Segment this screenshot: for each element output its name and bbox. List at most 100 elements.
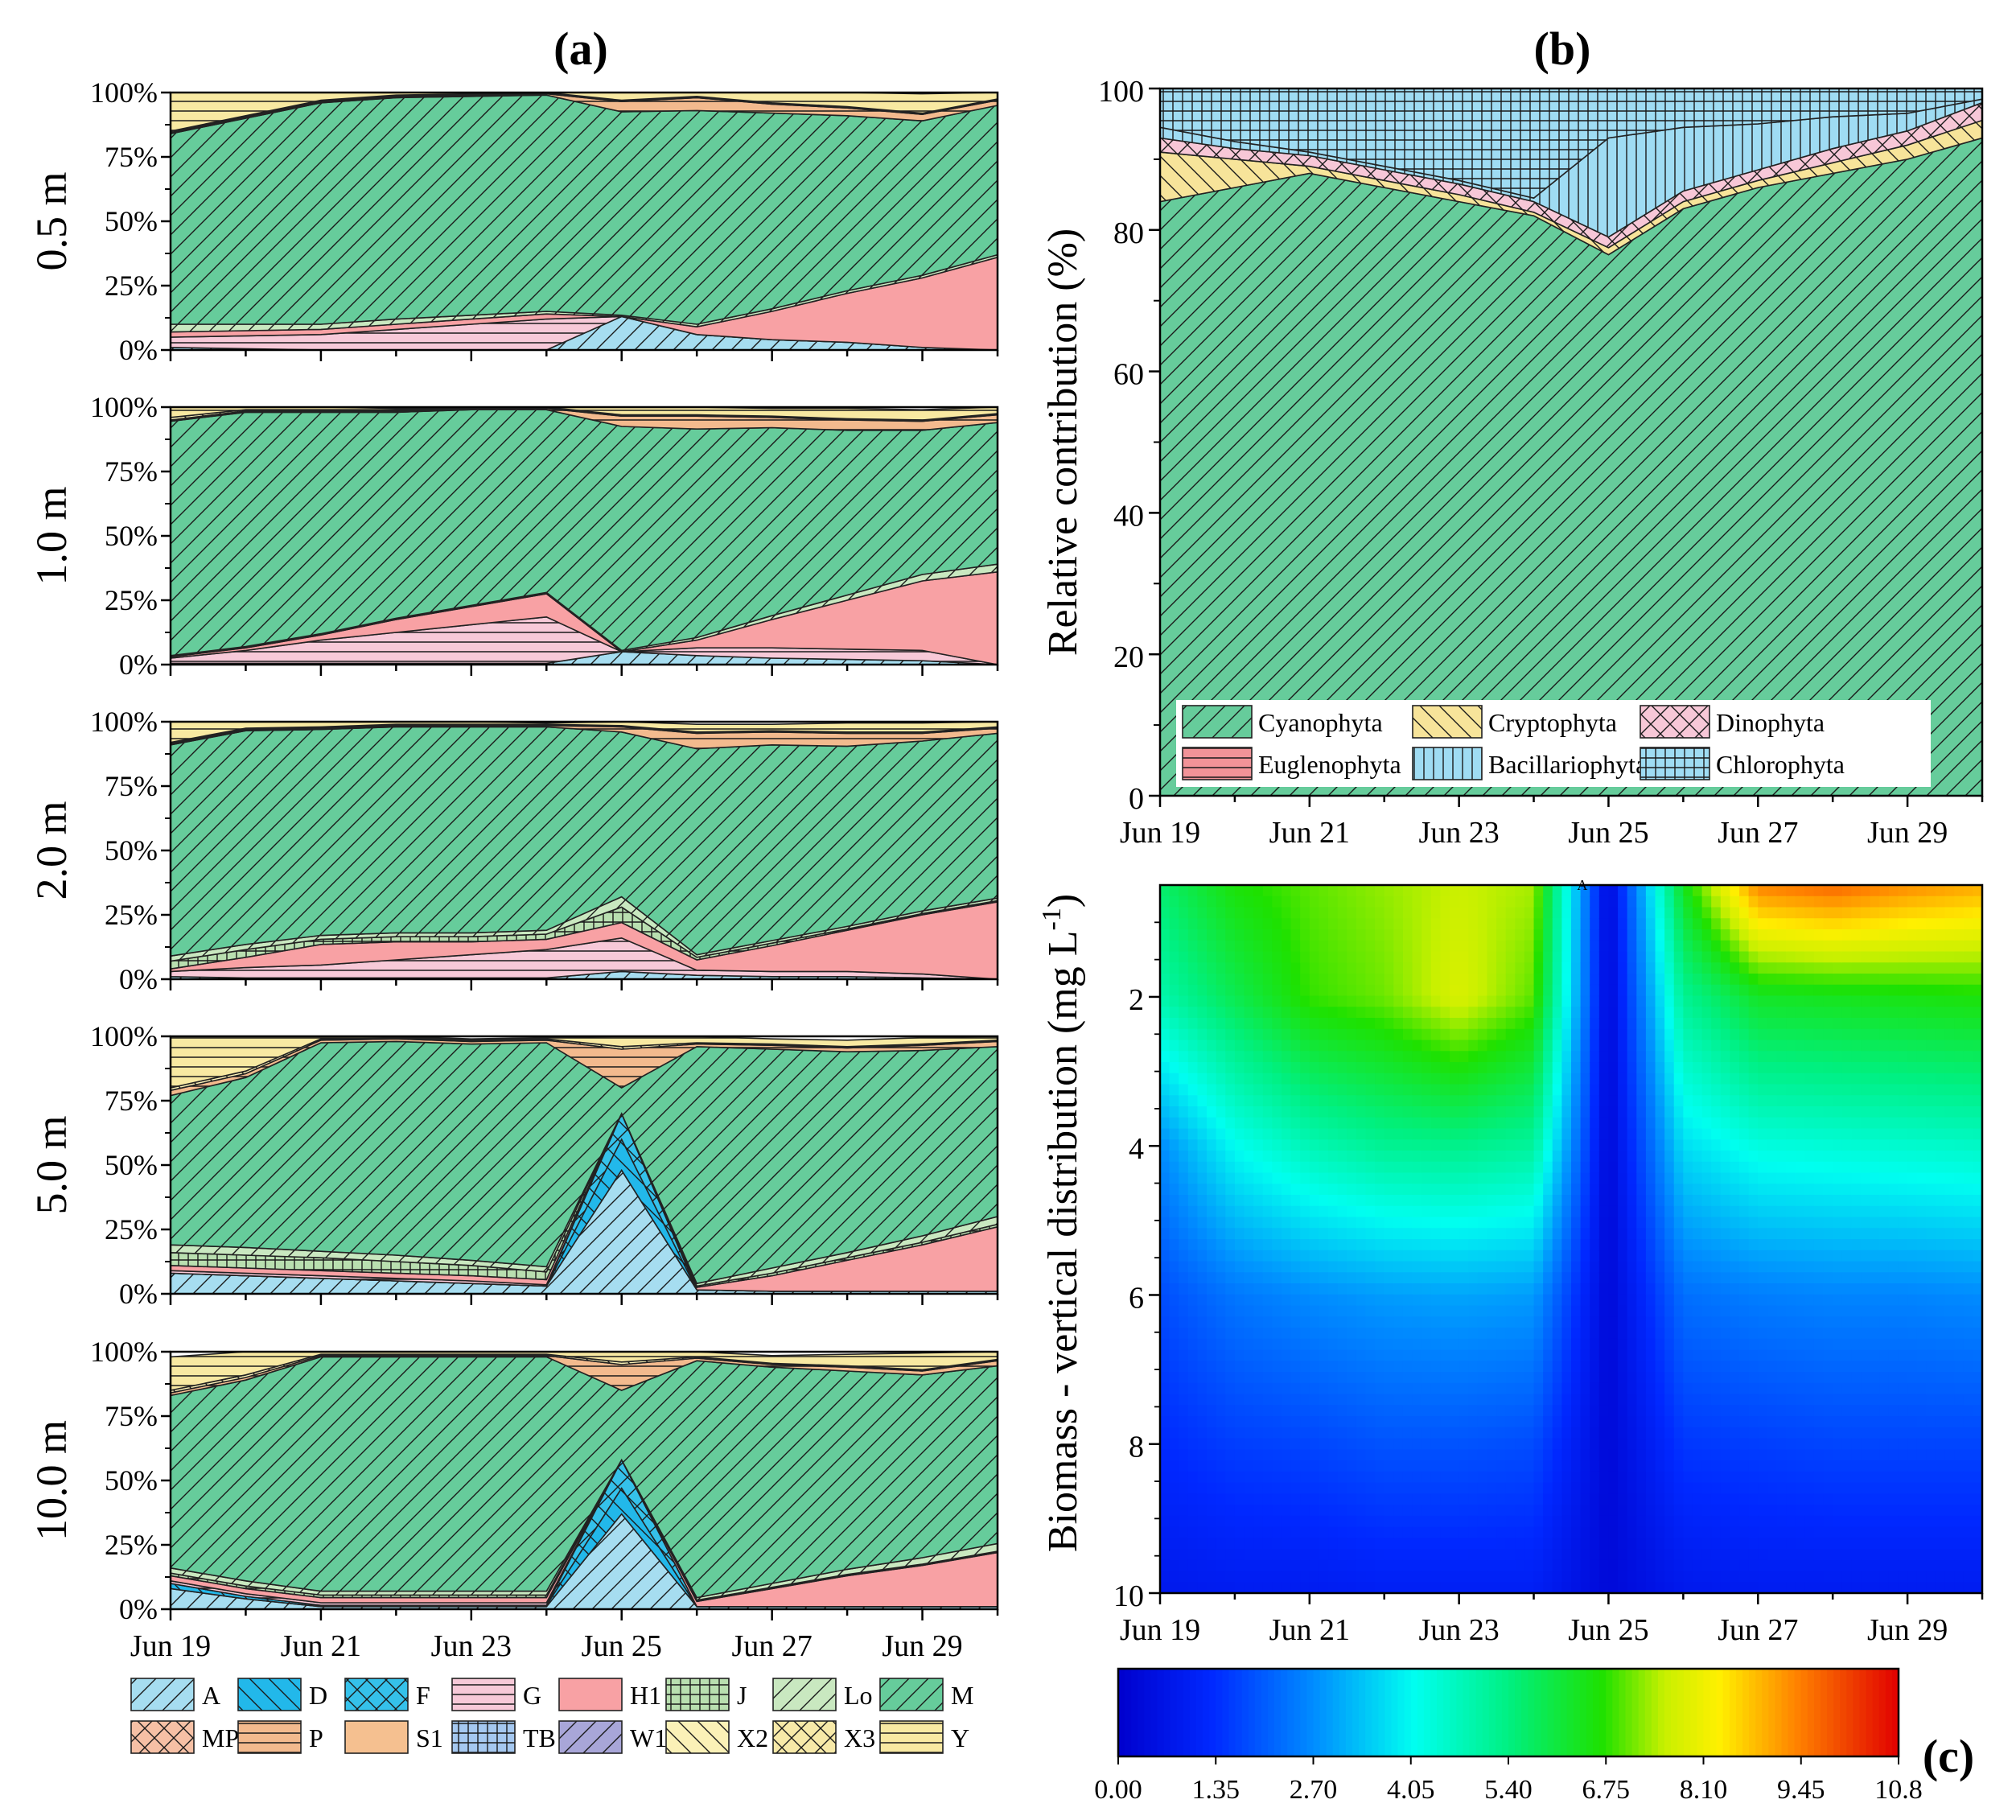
panel-c-heatmap-cell: [1253, 1095, 1264, 1107]
panel-c-heatmap-cell: [1767, 1217, 1778, 1229]
panel-c-heatmap-cell: [1347, 1239, 1357, 1251]
panel-c-heatmap-cell: [1459, 1128, 1470, 1141]
panel-c-heatmap-cell: [1580, 1106, 1591, 1118]
panel-c-heatmap-cell: [1664, 1394, 1675, 1406]
panel-c-heatmap-cell: [1234, 1117, 1245, 1130]
panel-c-heatmap-cell: [1319, 1582, 1329, 1594]
panel-c-heatmap-cell: [1571, 1405, 1582, 1417]
panel-c-heatmap-cell: [1356, 1205, 1367, 1218]
panel-c-heatmap-cell: [1225, 1294, 1236, 1307]
panel-c-heatmap-cell: [1281, 1195, 1292, 1207]
panel-c-heatmap-cell: [1477, 907, 1488, 920]
panel-c-heatmap-cell: [1496, 1338, 1507, 1351]
panel-c-heatmap-cell: [1450, 1261, 1460, 1274]
panel-c-heatmap-cell: [1515, 1549, 1525, 1561]
panel-c-heatmap-cell: [1804, 907, 1815, 920]
panel-c-heatmap-cell: [1552, 1250, 1563, 1262]
panel-c-heatmap-cell: [1515, 962, 1525, 974]
panel-c-heatmap-cell: [1515, 1582, 1525, 1594]
panel-c-heatmap-cell: [1552, 1106, 1563, 1118]
panel-c-heatmap-cell: [1459, 1372, 1470, 1384]
panel-c-heatmap-cell: [1730, 1239, 1740, 1251]
panel-c-heatmap-cell: [1786, 1438, 1796, 1451]
panel-c-heatmap-cell: [1786, 1349, 1796, 1362]
panel-c-heatmap-cell: [1281, 1073, 1292, 1085]
panel-c-heatmap-cell: [1833, 1128, 1843, 1141]
panel-c-heatmap-cell: [1393, 1549, 1404, 1561]
panel-c-heatmap-cell: [1487, 1449, 1497, 1461]
panel-c-heatmap-cell: [1234, 1582, 1245, 1594]
panel-c-heatmap-cell: [1262, 1349, 1273, 1362]
panel-c-heatmap-cell: [1833, 1515, 1843, 1528]
panel-c-heatmap-cell: [1730, 1161, 1740, 1174]
panel-c-heatmap-cell: [1720, 1217, 1731, 1229]
panel-c-heatmap-cell: [1253, 1372, 1264, 1384]
panel-c-heatmap-cell: [1262, 1195, 1273, 1207]
panel-c-heatmap-cell: [1561, 1449, 1572, 1461]
panel-c-heatmap-cell: [1487, 1372, 1497, 1384]
panel-c-heatmap-cell: [1328, 984, 1339, 997]
panel-c-heatmap-cell: [1786, 1161, 1796, 1174]
panel-c-heatmap-cell: [1533, 1405, 1544, 1417]
panel-c-heatmap-cell: [1169, 974, 1180, 986]
panel-c-heatmap-cell: [1347, 1471, 1357, 1484]
panel-c-heatmap-cell: [1440, 1139, 1450, 1151]
panel-c-heatmap-cell: [1692, 1394, 1703, 1406]
panel-c-heatmap-cell: [1412, 940, 1422, 953]
panel-c-heatmap-cell: [1319, 1515, 1329, 1528]
panel-c-heatmap-cell: [1645, 1328, 1656, 1340]
panel-c-heatmap-cell: [1225, 918, 1236, 930]
panel-c-heatmap-cell: [1664, 1505, 1675, 1517]
panel-c-heatmap-cell: [1487, 1239, 1497, 1251]
panel-c-heatmap-cell: [1430, 1471, 1442, 1484]
panel-c-heatmap-cell: [1692, 896, 1703, 908]
panel-c-heatmap-cell: [1187, 1571, 1199, 1583]
panel-c-heatmap-cell: [1823, 1372, 1833, 1384]
legend-item-tb: TB: [451, 1720, 556, 1754]
panel-c-heatmap-cell: [1711, 1217, 1722, 1229]
panel-c-heatmap-cell: [1627, 1471, 1638, 1484]
panel-c-heatmap-cell: [1758, 1261, 1768, 1274]
panel-c-heatmap-cell: [1290, 1250, 1301, 1262]
panel-c-heatmap-cell: [1664, 918, 1675, 930]
panel-c-heatmap-cell: [1402, 1261, 1413, 1274]
panel-c-heatmap-cell: [1356, 1405, 1367, 1417]
panel-c-heatmap-cell: [1590, 1161, 1600, 1174]
panel-c-heatmap-cell: [1515, 1250, 1525, 1262]
panel-c-heatmap-cell: [1823, 1239, 1833, 1251]
panel-c-heatmap-cell: [1169, 1449, 1180, 1461]
panel-c-heatmap-cell: [1664, 962, 1675, 974]
panel-c-heatmap-cell: [1627, 1405, 1638, 1417]
panel-c-heatmap-cell: [1552, 1438, 1563, 1451]
panel-c-heatmap-cell: [1290, 1338, 1301, 1351]
panel-c-heatmap-cell: [1319, 1460, 1329, 1472]
panel-c-heatmap-cell: [1833, 951, 1843, 964]
panel-c-heatmap-cell: [1813, 1505, 1825, 1517]
panel-c-heatmap-cell: [1739, 1515, 1750, 1528]
panel-c-heatmap-cell: [1179, 1582, 1189, 1594]
panel-c-heatmap-cell: [1477, 1062, 1488, 1074]
panel-c-heatmap-cell: [1187, 1493, 1199, 1505]
panel-c-heatmap-cell: [1216, 1106, 1227, 1118]
panel-c-heatmap-cell: [1618, 1338, 1628, 1351]
panel-c-heatmap-cell: [1375, 1283, 1385, 1295]
panel-c-heatmap-cell: [1758, 1051, 1768, 1063]
panel-c-heatmap-cell: [1384, 1051, 1395, 1063]
panel-c-heatmap-cell: [1468, 1205, 1479, 1218]
panel-c-heatmap-cell: [1580, 929, 1591, 941]
panel-c-heatmap-cell: [1187, 1239, 1199, 1251]
panel-c-heatmap-cell: [1356, 929, 1367, 941]
panel-c-heatmap-cell: [1356, 1283, 1367, 1295]
panel-c-heatmap-cell: [1412, 1195, 1422, 1207]
panel-c-heatmap-cell: [1347, 1106, 1357, 1118]
panel-c-heatmap-cell: [1477, 984, 1488, 997]
panel-c-heatmap-cell: [1561, 1571, 1572, 1583]
panel-c-heatmap-cell: [1636, 1184, 1647, 1196]
panel-c-heatmap-cell: [1253, 1316, 1264, 1328]
panel-c-heatmap-cell: [1664, 1028, 1675, 1041]
panel-c-heatmap-cell: [1225, 1205, 1236, 1218]
panel-c-heatmap-cell: [1459, 1571, 1470, 1583]
panel-c-heatmap-cell: [1328, 1449, 1339, 1461]
panel-c-heatmap-cell: [1421, 1482, 1432, 1495]
panel-c-heatmap-cell: [1767, 1062, 1778, 1074]
